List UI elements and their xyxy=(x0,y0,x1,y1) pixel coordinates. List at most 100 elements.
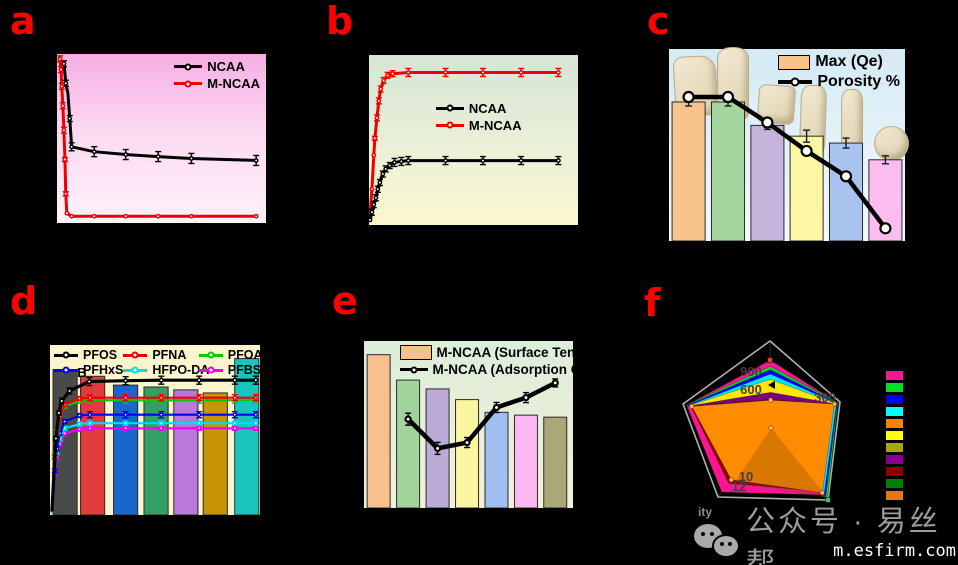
radar-outline xyxy=(682,339,841,501)
panel-label-c: c xyxy=(647,0,670,43)
legend-entry xyxy=(886,419,903,428)
panel-c-Porosity %-line xyxy=(688,94,888,230)
legend-entry: HFPO-DA xyxy=(123,363,209,377)
legend-swatch xyxy=(886,371,903,380)
legend-entry xyxy=(886,443,903,452)
legend-entry: M-NCAA (Surface Tension) xyxy=(399,345,632,360)
legend-entry xyxy=(886,431,903,440)
legend-label: M-NCAA xyxy=(207,76,260,91)
panel-a-legend: NCAA M-NCAA xyxy=(174,59,260,91)
watermark-brand-text: 公众号 · 易丝帮 xyxy=(746,506,941,565)
legend-line-sample xyxy=(778,77,813,87)
panel-e-bar-5 xyxy=(513,414,538,508)
legend-label: PFBS xyxy=(227,363,262,377)
panel-f-radar-chart: 900 600 300 10 12 xyxy=(655,332,860,522)
panel-d-bar-line-chart: PFOS PFNA PFOA PFHxS HFPO-DA PFBS B xyxy=(48,343,262,517)
legend-swatch xyxy=(886,431,903,440)
legend-line-sample xyxy=(399,366,428,373)
legend-entry xyxy=(886,407,903,416)
radar-tick-label: 600 xyxy=(740,382,762,397)
panel-e-bar-line-chart: M-NCAA (Surface Tension) M-NCAA (Adsorpti… xyxy=(362,339,632,510)
panel-d-bar-4 xyxy=(173,389,199,515)
panel-e-M-NCAA (Adsorption Capacity)-line xyxy=(406,380,557,451)
panel-c-bar-line-chart: Max (Qe) Porosity % xyxy=(667,47,910,243)
panel-label-b: b xyxy=(326,0,354,43)
legend-label: NCAA xyxy=(207,59,245,74)
panel-a-line-chart: NCAA M-NCAA xyxy=(55,52,268,225)
legend-line-sample xyxy=(198,351,223,359)
legend-line-sample xyxy=(198,366,223,374)
panel-a-svg xyxy=(57,55,260,219)
legend-swatch xyxy=(886,455,903,464)
panel-c-bar-1 xyxy=(710,101,746,241)
legend-line-sample xyxy=(435,104,464,112)
panel-label-a: a xyxy=(10,0,36,43)
radar-tick-label: 900 xyxy=(740,364,762,379)
legend-entry: M-NCAA xyxy=(435,118,522,133)
panel-b-legend: NCAA M-NCAA xyxy=(435,101,522,133)
panel-e-bar-4 xyxy=(484,411,509,508)
legend-line-sample xyxy=(435,121,464,129)
legend-entry: NCAA xyxy=(174,59,260,74)
legend-label: PFNA xyxy=(152,348,187,362)
radar-tick-label: 300 xyxy=(814,390,836,405)
legend-label: PFOA xyxy=(227,348,263,362)
legend-entry: NCAA xyxy=(435,101,522,116)
legend-swatch xyxy=(886,479,903,488)
legend-entry: M-NCAA xyxy=(174,76,260,91)
panel-c-svg xyxy=(671,90,903,241)
legend-entry: M-NCAA (Adsorption Capacity) xyxy=(399,362,632,377)
legend-swatch xyxy=(886,383,903,392)
legend-swatch xyxy=(886,419,903,428)
panel-label-d: d xyxy=(10,279,38,323)
panel-d-PFOS-line xyxy=(50,378,256,512)
legend-entry xyxy=(886,467,903,476)
legend-swatch xyxy=(886,443,903,452)
wechat-icon xyxy=(694,522,740,558)
legend-swatch xyxy=(886,395,903,404)
legend-label: M-NCAA (Adsorption Capacity) xyxy=(432,362,632,377)
panel-c-bar-0 xyxy=(671,101,706,241)
radar-series-8 xyxy=(691,399,835,494)
legend-entry: PFOA xyxy=(198,348,263,362)
panel-label-f: f xyxy=(644,281,661,325)
panel-e-svg xyxy=(366,354,568,508)
panel-b-svg xyxy=(369,67,562,223)
legend-swatch xyxy=(886,467,903,476)
panel-c-bar-2 xyxy=(750,124,785,241)
legend-line-sample xyxy=(174,80,203,87)
legend-entry xyxy=(886,371,903,380)
watermark: 公众号 · 易丝帮 xyxy=(694,498,958,565)
panel-d-bar-2 xyxy=(113,384,139,515)
legend-entry: PFOS xyxy=(54,348,121,362)
panel-b-M-NCAA-line xyxy=(369,71,559,219)
legend-line-sample xyxy=(123,351,148,359)
legend-label: PFOS xyxy=(83,348,118,362)
panel-d-annotation: B xyxy=(77,365,87,381)
panel-d-bar-5 xyxy=(202,392,228,515)
radar-tick-label: 10 xyxy=(739,469,753,484)
legend-label: Porosity % xyxy=(817,73,900,90)
legend-swatch xyxy=(399,345,432,360)
panel-b-NCAA-line xyxy=(369,159,559,221)
radar-axis-label-fragment: ity xyxy=(698,505,713,519)
panel-label-e: e xyxy=(332,279,358,323)
legend-entry: PFHxS xyxy=(54,363,124,377)
legend-entry xyxy=(886,383,903,392)
panel-f-legend xyxy=(886,371,903,500)
panel-e-bar-0 xyxy=(366,354,391,508)
panel-c-legend: Max (Qe) Porosity % xyxy=(778,53,900,91)
legend-line-sample xyxy=(54,366,78,374)
legend-swatch xyxy=(778,54,811,70)
legend-entry: Porosity % xyxy=(778,73,900,91)
legend-entry: Max (Qe) xyxy=(778,53,900,71)
legend-label: PFHxS xyxy=(83,363,124,377)
legend-entry xyxy=(886,455,903,464)
legend-entry xyxy=(886,491,903,500)
radar-tick-label: 12 xyxy=(732,479,746,494)
legend-entry xyxy=(886,479,903,488)
legend-entry xyxy=(886,395,903,404)
legend-swatch xyxy=(886,407,903,416)
legend-entry: PFBS xyxy=(198,363,262,377)
